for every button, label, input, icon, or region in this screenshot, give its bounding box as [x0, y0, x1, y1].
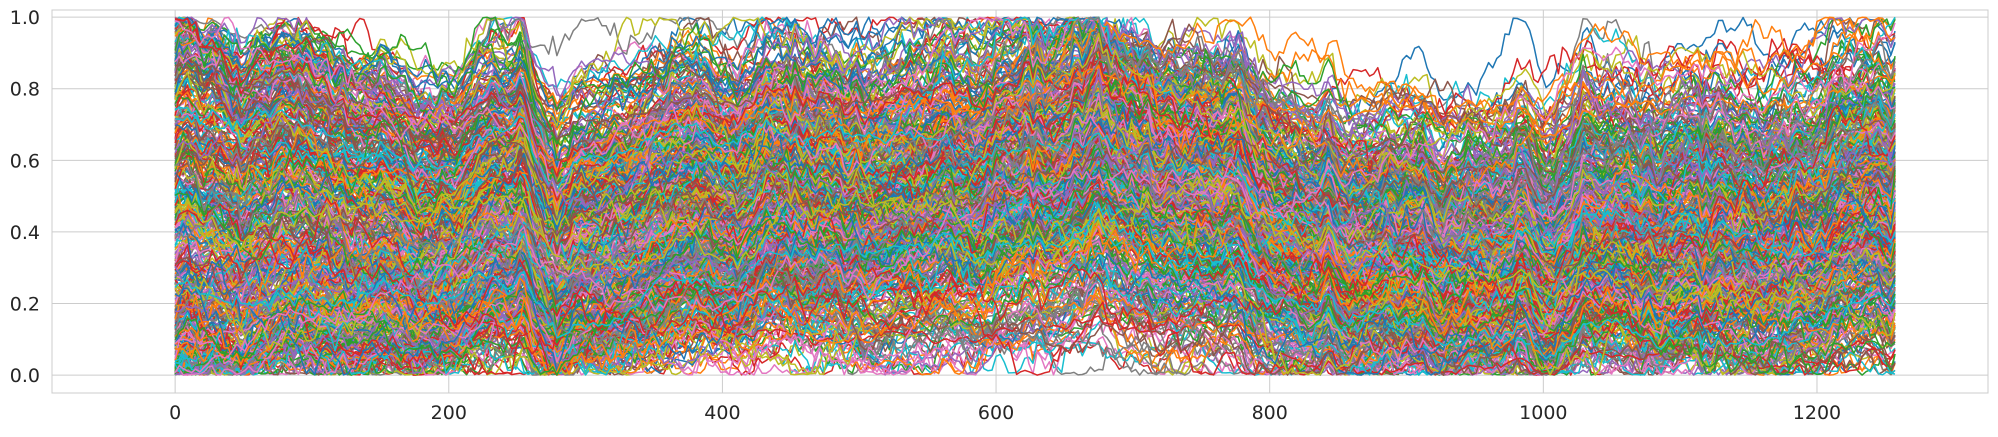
x-tick-label: 800	[1252, 402, 1288, 424]
series-line	[174, 264, 1896, 376]
series-line	[174, 46, 1896, 294]
series-line	[174, 151, 1896, 376]
x-tick-label: 200	[431, 402, 467, 424]
series-line	[174, 175, 1896, 303]
series-line	[174, 58, 1896, 300]
series-line	[174, 162, 1896, 376]
series-line	[174, 48, 1896, 376]
axes-frame	[51, 9, 1989, 394]
series-line	[174, 16, 1896, 285]
y-tick-label: 0.0	[10, 365, 40, 387]
x-tick-label: 0	[169, 402, 181, 424]
series-line	[174, 62, 1896, 291]
series-line	[174, 203, 1896, 360]
y-tick-label: 0.6	[10, 150, 40, 172]
series-line	[174, 162, 1896, 376]
y-tick-label: 0.8	[10, 79, 40, 101]
series-line	[174, 227, 1896, 376]
y-tick-label: 0.2	[10, 294, 40, 316]
series-line	[174, 46, 1896, 374]
series-line	[174, 191, 1896, 376]
series-line	[174, 240, 1896, 376]
x-tick-label: 600	[978, 402, 1014, 424]
x-tick-label: 1000	[1519, 402, 1567, 424]
axes-layer	[51, 9, 1989, 394]
y-tick-label: 0.4	[10, 222, 40, 244]
series-line	[174, 265, 1896, 376]
series-layer	[174, 16, 1896, 376]
series-line	[174, 147, 1896, 376]
series-line	[174, 16, 1896, 240]
x-tick-label: 400	[704, 402, 740, 424]
x-tick-label: 1200	[1793, 402, 1841, 424]
series-line	[175, 106, 1896, 263]
series-line	[174, 186, 1896, 376]
series-line	[174, 16, 1896, 230]
series-line	[174, 142, 1896, 376]
series-line	[174, 230, 1896, 365]
series-line	[174, 190, 1896, 356]
tick-label-layer: 0 200 400 600 800 1000 1200 0.0 0.2 0.4 0.6 0.8 1.0	[10, 7, 1841, 424]
y-tick-label: 1.0	[10, 7, 40, 29]
series-line	[174, 224, 1896, 376]
